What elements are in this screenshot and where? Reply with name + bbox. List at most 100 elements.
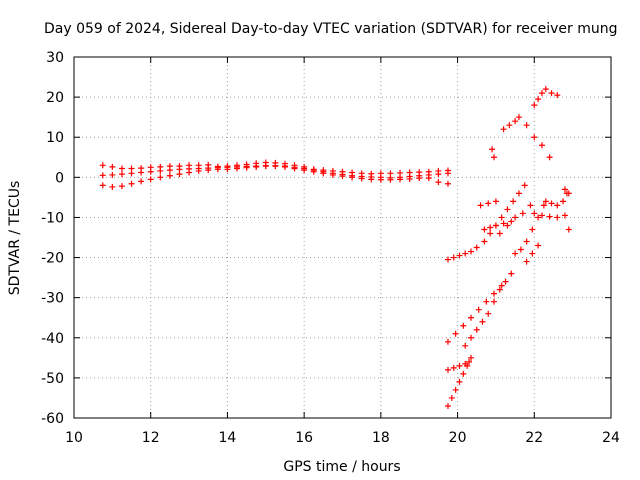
- data-point: [456, 252, 463, 259]
- data-point: [138, 178, 145, 185]
- data-point: [561, 212, 568, 219]
- data-point: [508, 218, 515, 225]
- data-point: [498, 214, 505, 221]
- data-point: [128, 170, 135, 177]
- series-track_m: [500, 118, 519, 133]
- data-point: [538, 90, 545, 97]
- y-tick-label: 0: [55, 170, 64, 186]
- data-point: [387, 176, 394, 183]
- data-point: [118, 171, 125, 178]
- data-point: [479, 318, 486, 325]
- data-point: [243, 164, 250, 171]
- x-tick-label: 20: [449, 430, 467, 446]
- data-point: [467, 314, 474, 321]
- data-point: [416, 175, 423, 182]
- data-point: [109, 171, 116, 178]
- data-point: [531, 210, 538, 217]
- y-tick-label: -40: [41, 331, 64, 347]
- y-tick-label: -30: [41, 291, 64, 307]
- data-point: [519, 210, 526, 217]
- data-point: [262, 163, 269, 170]
- data-point: [406, 175, 413, 182]
- data-point: [473, 244, 480, 251]
- data-point: [535, 96, 542, 103]
- data-point: [512, 214, 519, 221]
- data-point: [462, 342, 469, 349]
- data-point: [502, 278, 509, 285]
- data-point: [485, 310, 492, 317]
- data-point: [527, 202, 534, 209]
- data-point: [166, 167, 173, 174]
- data-point: [224, 166, 231, 173]
- y-tick-label: 10: [46, 130, 64, 146]
- data-point: [531, 134, 538, 141]
- data-point: [523, 122, 530, 129]
- series-track_h: [477, 198, 499, 209]
- data-point: [512, 118, 519, 125]
- series-track_l: [531, 86, 561, 109]
- tick-labels: 10 12 14 16 18 20 22 24 -60 -50 -40 -30 -20 -10 0 10 20 3…: [41, 50, 620, 446]
- series-band_lower: [99, 163, 451, 190]
- data-point: [546, 213, 553, 220]
- data-point: [548, 200, 555, 207]
- data-point: [496, 230, 503, 237]
- data-point: [368, 176, 375, 183]
- data-point: [444, 170, 451, 177]
- data-point: [444, 402, 451, 409]
- data-point: [444, 180, 451, 187]
- data-point: [339, 173, 346, 180]
- data-point: [529, 250, 536, 257]
- data-point: [546, 154, 553, 161]
- data-point: [166, 172, 173, 179]
- data-point: [99, 172, 106, 179]
- data-point: [138, 169, 145, 176]
- data-point: [491, 290, 498, 297]
- data-point: [500, 126, 507, 133]
- data-points: [99, 86, 572, 409]
- y-tick-label: -50: [41, 371, 64, 387]
- data-point: [492, 198, 499, 205]
- data-point: [504, 222, 511, 229]
- plot-frame: [73, 56, 612, 419]
- data-point: [515, 190, 522, 197]
- x-tick-label: 16: [295, 430, 313, 446]
- data-point: [496, 286, 503, 293]
- data-point: [301, 167, 308, 174]
- data-point: [467, 334, 474, 341]
- data-point: [531, 102, 538, 109]
- data-point: [310, 168, 317, 175]
- y-tick-label: 30: [46, 50, 64, 66]
- data-point: [517, 246, 524, 253]
- data-point: [508, 270, 515, 277]
- y-tick-label: -60: [41, 411, 64, 427]
- data-point: [466, 358, 473, 365]
- data-point: [565, 226, 572, 233]
- data-point: [377, 176, 384, 183]
- data-point: [487, 230, 494, 237]
- data-point: [538, 142, 545, 149]
- series-track_r: [523, 242, 542, 265]
- data-point: [462, 250, 469, 257]
- data-point: [560, 198, 567, 205]
- x-tick-label: 24: [602, 430, 620, 446]
- data-point: [157, 167, 164, 174]
- data-point: [214, 166, 221, 173]
- data-point: [444, 338, 451, 345]
- data-point: [320, 170, 327, 177]
- data-point: [195, 167, 202, 174]
- data-point: [535, 214, 542, 221]
- data-point: [554, 214, 561, 221]
- data-point: [186, 169, 193, 176]
- data-point: [554, 92, 561, 99]
- data-point: [452, 330, 459, 337]
- data-point: [205, 167, 212, 174]
- x-tick-label: 18: [372, 430, 390, 446]
- series-track_p: [531, 210, 568, 221]
- data-point: [542, 86, 549, 93]
- data-point: [147, 176, 154, 183]
- series-track_q: [561, 186, 572, 233]
- x-axis-title: GPS time / hours: [283, 459, 400, 475]
- data-point: [118, 183, 125, 190]
- data-point: [460, 370, 467, 377]
